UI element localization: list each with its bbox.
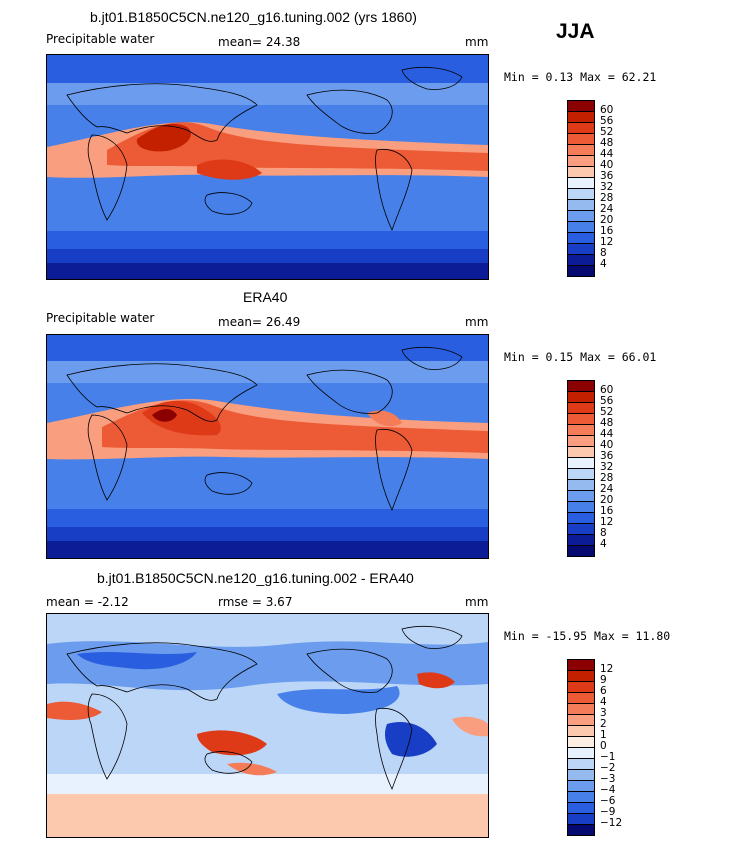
panel-3-map-graphic	[47, 614, 488, 837]
panel-1-colorbar: 60 56 52 48 44 40 36 32 28 24 20 16 12 8 4	[567, 100, 647, 277]
season-label: JJA	[556, 20, 595, 43]
colorbar-label: 36	[600, 170, 614, 182]
colorbar-label: −12	[600, 817, 623, 829]
colorbar-label: −4	[600, 784, 616, 796]
colorbar-label: 4	[600, 538, 607, 550]
panel-1-title: b.jt01.B1850C5CN.ne120_g16.tuning.002 (y…	[90, 9, 417, 25]
colorbar-label: 44	[600, 148, 614, 160]
colorbar-label: −1	[600, 751, 616, 763]
colorbar-label: 60	[600, 104, 614, 116]
colorbar-label: 32	[600, 181, 614, 193]
colorbar-label: 20	[600, 214, 614, 226]
colorbar-label: 40	[600, 159, 614, 171]
panel-1-minmax: Min = 0.13 Max = 62.21	[504, 70, 657, 84]
panel-3-units: mm	[465, 595, 489, 609]
colorbar-label: 0	[600, 740, 607, 752]
colorbar-label: 1	[600, 729, 607, 741]
colorbar-label: −9	[600, 806, 616, 818]
panel-3-title: b.jt01.B1850C5CN.ne120_g16.tuning.002 - …	[97, 570, 414, 586]
panel-1-variable-label: Precipitable water	[46, 32, 155, 46]
colorbar-label: −3	[600, 773, 616, 785]
colorbar-label: 48	[600, 137, 614, 149]
colorbar-label: 24	[600, 203, 614, 215]
colorbar-label: 16	[600, 225, 614, 237]
panel-3-minmax: Min = -15.95 Max = 11.80	[504, 629, 671, 643]
panel-2-units: mm	[465, 315, 489, 329]
colorbar-label: 56	[600, 395, 614, 407]
colorbar-swatch	[567, 545, 595, 557]
panel-2-minmax: Min = 0.15 Max = 66.01	[504, 350, 657, 364]
panel-1-units: mm	[465, 35, 489, 49]
colorbar-label: 24	[600, 483, 614, 495]
colorbar-label: 2	[600, 718, 607, 730]
colorbar-label: 32	[600, 461, 614, 473]
colorbar-label: 56	[600, 115, 614, 127]
colorbar-label: 12	[600, 236, 614, 248]
panel-1-mean-label: mean= 24.38	[218, 35, 301, 49]
panel-3-mean-label: mean = -2.12	[46, 595, 129, 609]
colorbar-label: 44	[600, 428, 614, 440]
panel-1-map-graphic	[47, 55, 488, 279]
panel-2-variable-label: Precipitable water	[46, 311, 155, 325]
colorbar-label: 3	[600, 707, 607, 719]
colorbar-label: 4	[600, 258, 607, 270]
colorbar-label: 60	[600, 384, 614, 396]
panel-2-title: ERA40	[243, 289, 288, 305]
colorbar-label: 6	[600, 685, 607, 697]
colorbar-label: 8	[600, 527, 607, 539]
panel-1-map	[46, 54, 489, 280]
colorbar-label: 8	[600, 247, 607, 259]
panel-3-rmse-label: rmse = 3.67	[218, 595, 293, 609]
panel-2-map	[46, 334, 489, 559]
panel-2-map-graphic	[47, 335, 488, 558]
colorbar-label: 52	[600, 406, 614, 418]
panel-3-map	[46, 613, 489, 838]
colorbar-label: 28	[600, 472, 614, 484]
colorbar-label: 48	[600, 417, 614, 429]
colorbar-label: 12	[600, 516, 614, 528]
panel-3-colorbar: 12 9 6 4 3 2 1 0 −1 −2 −3 −4 −6 −9 −12	[567, 659, 647, 836]
colorbar-label: 28	[600, 192, 614, 204]
panel-2-mean-label: mean= 26.49	[218, 315, 301, 329]
colorbar-label: 36	[600, 450, 614, 462]
panel-2-colorbar: 60 56 52 48 44 40 36 32 28 24 20 16 12 8 4	[567, 380, 647, 557]
colorbar-label: 4	[600, 696, 607, 708]
colorbar-label: 52	[600, 126, 614, 138]
colorbar-label: 9	[600, 674, 607, 686]
colorbar-label: 40	[600, 439, 614, 451]
colorbar-label: 20	[600, 494, 614, 506]
colorbar-swatch	[567, 824, 595, 836]
colorbar-label: 16	[600, 505, 614, 517]
colorbar-label: 12	[600, 663, 614, 675]
colorbar-swatch	[567, 265, 595, 277]
colorbar-label: −6	[600, 795, 616, 807]
colorbar-label: −2	[600, 762, 616, 774]
